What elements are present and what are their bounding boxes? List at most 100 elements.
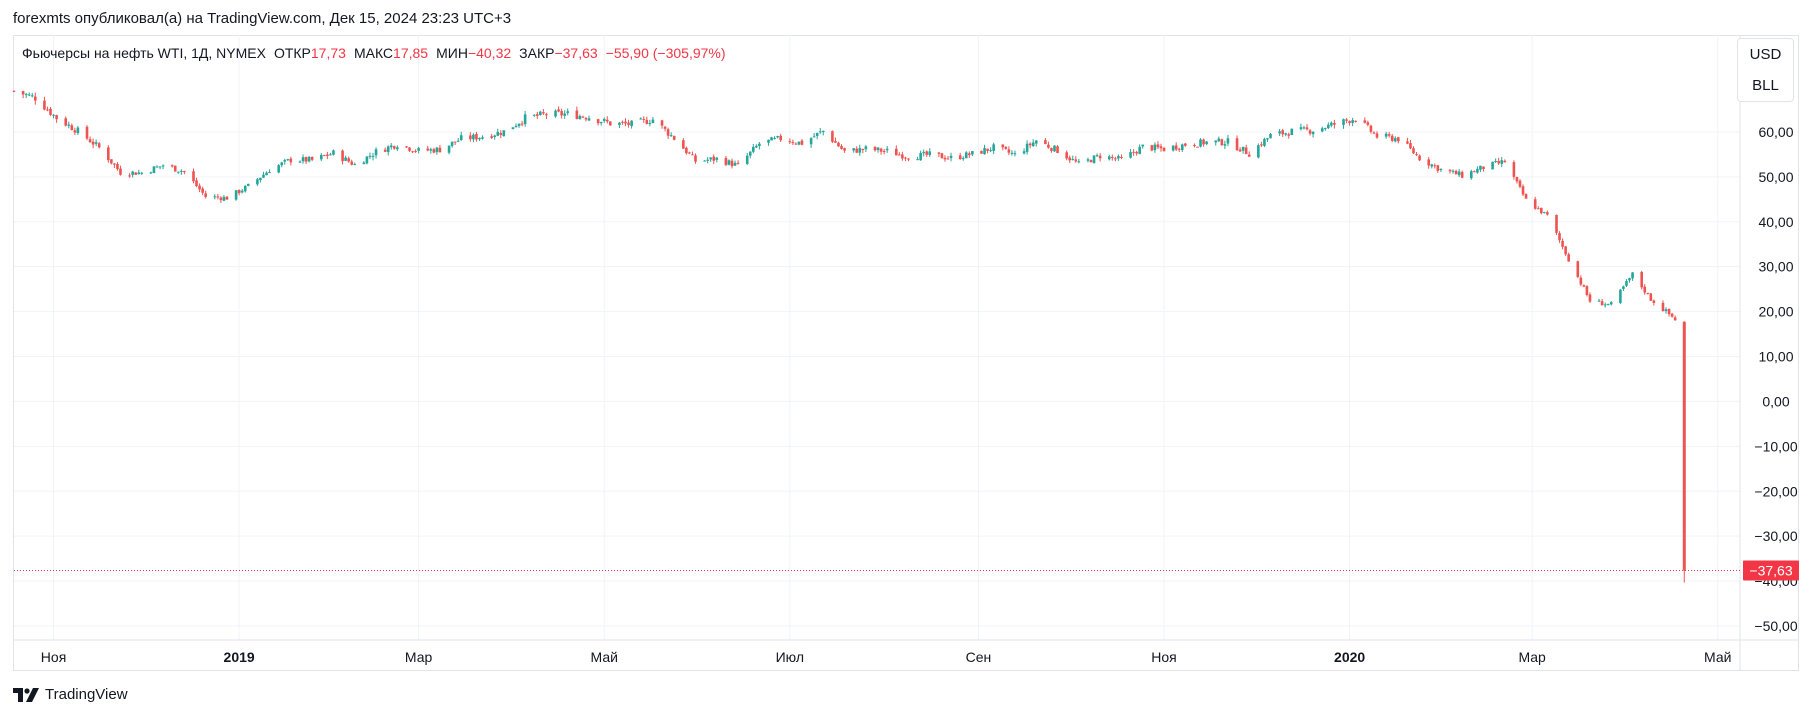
candle-body[interactable] — [301, 157, 305, 162]
candle-body[interactable] — [605, 119, 609, 122]
candle-body[interactable] — [201, 188, 204, 193]
candle-body[interactable] — [1479, 165, 1482, 170]
candle-body[interactable] — [861, 149, 865, 151]
candle-body[interactable] — [386, 146, 390, 153]
candle-body[interactable] — [1351, 120, 1354, 124]
candle-body[interactable] — [800, 140, 804, 145]
candle-body[interactable] — [901, 154, 904, 159]
candle-body[interactable] — [922, 152, 925, 154]
candle-body[interactable] — [1086, 159, 1090, 161]
candle-body[interactable] — [298, 161, 302, 163]
candle-body[interactable] — [545, 114, 548, 116]
candle-body[interactable] — [94, 142, 98, 144]
candle-body[interactable] — [1406, 141, 1409, 144]
candle-body[interactable] — [928, 151, 932, 155]
candle-body[interactable] — [566, 111, 570, 113]
candle-body[interactable] — [812, 136, 816, 138]
candle-body[interactable] — [1439, 168, 1443, 171]
candle-body[interactable] — [1117, 156, 1120, 159]
candle-body[interactable] — [438, 147, 442, 153]
candle-body[interactable] — [1415, 154, 1418, 156]
candle-body[interactable] — [1305, 127, 1309, 130]
candle-body[interactable] — [1670, 313, 1674, 317]
candle-body[interactable] — [161, 165, 165, 167]
candle-body[interactable] — [33, 96, 37, 101]
candle-body[interactable] — [843, 147, 846, 151]
candle-body[interactable] — [980, 150, 983, 154]
candle-body[interactable] — [1044, 140, 1047, 145]
candle-body[interactable] — [134, 172, 137, 175]
candle-body[interactable] — [1354, 120, 1357, 122]
candle-body[interactable] — [192, 171, 195, 182]
candle-body[interactable] — [408, 147, 411, 151]
candle-body[interactable] — [225, 196, 229, 200]
candle-body[interactable] — [304, 157, 308, 162]
candle-body[interactable] — [663, 126, 667, 129]
candle-body[interactable] — [755, 145, 758, 148]
candle-body[interactable] — [1451, 170, 1455, 172]
candle-body[interactable] — [432, 149, 436, 153]
candle-body[interactable] — [682, 140, 685, 149]
candle-body[interactable] — [1311, 131, 1315, 135]
candle-body[interactable] — [818, 131, 822, 133]
candle-body[interactable] — [1320, 128, 1324, 132]
candle-body[interactable] — [943, 157, 947, 160]
candle-body[interactable] — [307, 157, 311, 162]
candle-body[interactable] — [1001, 144, 1005, 148]
candle-body[interactable] — [983, 148, 986, 155]
candle-body[interactable] — [1241, 146, 1245, 151]
candle-body[interactable] — [493, 135, 496, 137]
candle-body[interactable] — [1603, 304, 1607, 306]
candle-body[interactable] — [490, 136, 493, 139]
candle-body[interactable] — [393, 146, 396, 149]
candle-body[interactable] — [1129, 152, 1132, 158]
candle-body[interactable] — [1622, 286, 1625, 289]
candle-body[interactable] — [1089, 160, 1093, 163]
candle-body[interactable] — [882, 150, 886, 152]
candle-body[interactable] — [770, 137, 773, 141]
candle-body[interactable] — [1524, 194, 1528, 199]
candle-body[interactable] — [1302, 127, 1306, 129]
candle-body[interactable] — [70, 125, 74, 131]
candle-body[interactable] — [949, 155, 953, 159]
candle-body[interactable] — [195, 180, 198, 187]
candle-body[interactable] — [691, 154, 694, 156]
candle-body[interactable] — [1430, 164, 1434, 167]
candle-body[interactable] — [514, 125, 518, 128]
candle-body[interactable] — [1609, 302, 1613, 305]
candle-body[interactable] — [563, 113, 566, 116]
candle-body[interactable] — [256, 179, 259, 185]
candle-body[interactable] — [1512, 162, 1516, 177]
candle-body[interactable] — [645, 119, 649, 124]
candle-body[interactable] — [630, 120, 633, 127]
candle-body[interactable] — [879, 148, 883, 152]
candle-body[interactable] — [237, 189, 241, 194]
candle-body[interactable] — [937, 152, 941, 154]
candle-body[interactable] — [864, 146, 868, 150]
candle-body[interactable] — [1098, 155, 1102, 159]
candle-body[interactable] — [1287, 134, 1291, 136]
candle-body[interactable] — [971, 151, 974, 155]
candle-body[interactable] — [791, 142, 795, 144]
candle-body[interactable] — [73, 130, 77, 133]
candle-body[interactable] — [1220, 139, 1224, 146]
candle-body[interactable] — [347, 158, 350, 162]
candle-body[interactable] — [1107, 156, 1111, 160]
candle-body[interactable] — [329, 154, 332, 156]
candle-body[interactable] — [961, 158, 965, 160]
candle-body[interactable] — [1625, 281, 1628, 286]
candle-body[interactable] — [152, 166, 156, 174]
candle-body[interactable] — [1470, 171, 1473, 179]
candle-body[interactable] — [1071, 158, 1075, 160]
candle-body[interactable] — [815, 132, 819, 136]
candle-body[interactable] — [648, 123, 652, 125]
candle-body[interactable] — [176, 171, 180, 173]
candle-body[interactable] — [1074, 159, 1078, 162]
candle-body[interactable] — [736, 162, 740, 164]
candle-body[interactable] — [289, 158, 293, 163]
candle-body[interactable] — [405, 146, 408, 148]
candle-body[interactable] — [1281, 130, 1284, 135]
candle-body[interactable] — [365, 156, 369, 164]
candle-body[interactable] — [715, 157, 719, 160]
candle-body[interactable] — [1582, 285, 1586, 287]
